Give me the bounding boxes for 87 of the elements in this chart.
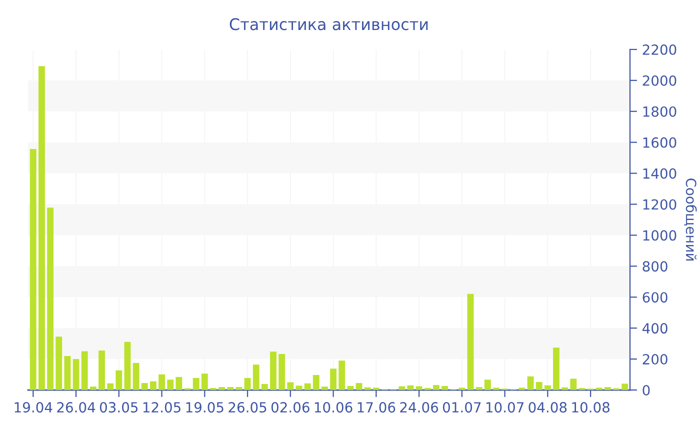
bar bbox=[252, 364, 260, 390]
bar bbox=[407, 385, 414, 390]
bar bbox=[432, 385, 440, 390]
x-tick-label: 03.05 bbox=[100, 402, 138, 413]
bar bbox=[356, 383, 362, 390]
bar bbox=[622, 384, 628, 390]
bar bbox=[398, 386, 406, 390]
bar bbox=[141, 383, 148, 390]
bar bbox=[458, 388, 466, 390]
y2-tick-label: 400 bbox=[642, 323, 668, 334]
x-tick-label: 12.05 bbox=[143, 402, 180, 413]
bar bbox=[176, 377, 182, 390]
bar bbox=[107, 383, 114, 390]
bar bbox=[72, 359, 80, 390]
bar bbox=[150, 381, 156, 390]
bar bbox=[244, 378, 251, 390]
bar bbox=[90, 386, 96, 390]
bar bbox=[553, 348, 560, 390]
bar bbox=[167, 380, 174, 390]
bar bbox=[158, 374, 165, 390]
bar bbox=[47, 208, 54, 390]
bar bbox=[81, 351, 88, 390]
bar bbox=[270, 352, 276, 390]
bar bbox=[321, 386, 328, 390]
y2-tick-label: 1600 bbox=[643, 137, 676, 148]
bar bbox=[124, 342, 131, 390]
x-tick-label: 10.06 bbox=[314, 402, 352, 413]
bar bbox=[596, 388, 602, 390]
y2-tick-label: 1400 bbox=[643, 168, 676, 179]
y2-tick-label: 2000 bbox=[642, 75, 676, 86]
bar bbox=[278, 354, 286, 390]
bar bbox=[330, 368, 337, 390]
bar bbox=[312, 374, 320, 390]
bar bbox=[347, 386, 354, 390]
y2-tick-label: 800 bbox=[642, 261, 668, 272]
bar bbox=[56, 336, 62, 390]
y2-tick-label: 2200 bbox=[642, 44, 676, 55]
y2-tick-label: 1000 bbox=[643, 230, 676, 241]
x-tick-label: 17.06 bbox=[358, 402, 396, 413]
y2-tick-label: 0 bbox=[642, 384, 650, 396]
x-tick-label: 26.04 bbox=[57, 402, 96, 413]
bar bbox=[476, 387, 482, 390]
x-tick-label: 19.04 bbox=[14, 402, 52, 413]
bar bbox=[442, 386, 448, 390]
y2-axis-title: Сообщений bbox=[684, 178, 697, 260]
bar bbox=[604, 387, 611, 390]
bar bbox=[484, 380, 491, 390]
bar bbox=[38, 66, 45, 390]
bar bbox=[30, 148, 36, 390]
bar bbox=[201, 374, 208, 390]
y2-tick-label: 1200 bbox=[643, 199, 676, 210]
bar bbox=[536, 382, 542, 390]
bar bbox=[416, 386, 422, 390]
x-tick-label: 24.06 bbox=[400, 402, 438, 413]
bar bbox=[64, 356, 71, 390]
x-tick-label: 19.05 bbox=[186, 402, 224, 413]
bar bbox=[218, 387, 226, 390]
x-tick-label: 10.08 bbox=[572, 402, 610, 413]
bar bbox=[98, 350, 105, 390]
x-tick-label: 04.08 bbox=[528, 402, 567, 413]
bar bbox=[338, 360, 346, 390]
bar bbox=[304, 383, 311, 390]
bar bbox=[527, 376, 534, 390]
bar bbox=[467, 294, 474, 390]
bar bbox=[570, 378, 577, 390]
bar bbox=[116, 370, 122, 390]
bar bbox=[544, 385, 551, 390]
chart-title: Статистика активности bbox=[230, 18, 428, 30]
bar bbox=[227, 387, 234, 390]
x-tick-label: 10.07 bbox=[486, 402, 524, 413]
x-tick-label: 26.05 bbox=[228, 402, 266, 413]
bar bbox=[364, 387, 371, 390]
y2-tick-label: 200 bbox=[642, 354, 668, 365]
bar bbox=[287, 382, 294, 390]
y2-tick-label: 1800 bbox=[643, 106, 676, 117]
bar bbox=[562, 387, 568, 390]
bar bbox=[296, 386, 302, 390]
bar bbox=[132, 362, 140, 390]
bar bbox=[261, 384, 268, 390]
bar bbox=[518, 388, 526, 390]
x-tick-label: 02.06 bbox=[271, 402, 310, 413]
bar bbox=[493, 388, 500, 390]
y2-tick-label: 600 bbox=[642, 292, 668, 303]
x-tick-label: 01.07 bbox=[442, 402, 481, 413]
bar bbox=[192, 378, 200, 390]
bar bbox=[236, 387, 242, 390]
bar bbox=[372, 388, 380, 390]
